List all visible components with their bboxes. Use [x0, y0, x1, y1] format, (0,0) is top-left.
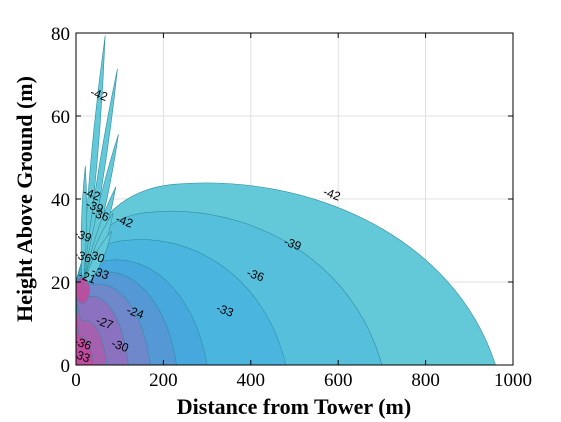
y-tick-label: 60	[51, 107, 70, 128]
axis-ticks: 0 200 400 600 800 1000 0 20 40 60 80	[51, 24, 532, 391]
contour-label: -36	[90, 205, 111, 224]
contour-label: -21	[77, 268, 98, 287]
y-tick-label: 0	[61, 356, 71, 377]
contour-label: -30	[85, 247, 106, 266]
x-tick-label: 0	[71, 370, 81, 391]
contour-label: -36	[72, 334, 93, 353]
x-tick-label: 1000	[494, 370, 532, 391]
side-lobe	[82, 230, 113, 292]
contour-label: -42	[114, 212, 135, 231]
contour-label: -42	[81, 185, 102, 204]
contour-label: -36	[245, 265, 266, 284]
x-tick-label: 400	[237, 370, 266, 391]
x-tick-label: 200	[149, 370, 178, 391]
contour-label: -27	[94, 313, 115, 332]
contour-label: -42	[88, 85, 109, 104]
contour-label: -24	[125, 303, 146, 322]
x-tick-label: 800	[411, 370, 440, 391]
y-tick-label: 40	[51, 190, 70, 211]
contour-label: -33	[90, 263, 111, 282]
contour-labels: -42-39-36-33-30-27-24-42-36-39-42-42-39-…	[71, 85, 343, 365]
source-hotspot	[76, 277, 90, 304]
contour-label: -39	[72, 226, 93, 245]
contour-label: -42	[321, 185, 342, 204]
side-lobe	[80, 165, 88, 291]
contour-label: -30	[109, 336, 130, 355]
y-tick-label: 80	[51, 24, 70, 45]
x-axis-label: Distance from Tower (m)	[177, 394, 411, 419]
contour-label: -33	[214, 301, 235, 320]
x-tick-label: 600	[324, 370, 353, 391]
y-axis-label: Height Above Ground (m)	[12, 76, 37, 322]
contour-region	[76, 281, 94, 365]
contour-label: -36	[72, 247, 93, 266]
y-tick-label: 20	[51, 273, 70, 294]
contour-regions	[76, 35, 496, 365]
contour-label: -39	[84, 197, 105, 216]
contour-label: -33	[71, 346, 92, 365]
contour-label: -39	[282, 234, 303, 253]
